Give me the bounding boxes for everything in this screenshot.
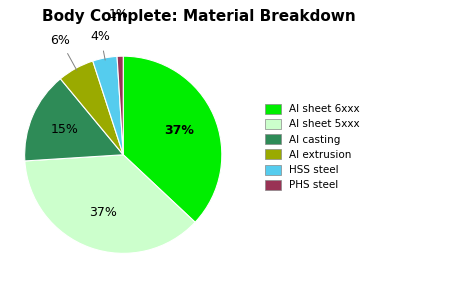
Text: 1%: 1% <box>109 8 129 21</box>
Text: 4%: 4% <box>91 30 110 43</box>
Wedge shape <box>25 155 195 253</box>
Text: 15%: 15% <box>51 123 78 136</box>
Wedge shape <box>60 61 123 155</box>
Text: 37%: 37% <box>89 206 117 219</box>
Legend: Al sheet 6xxx, Al sheet 5xxx, Al casting, Al extrusion, HSS steel, PHS steel: Al sheet 6xxx, Al sheet 5xxx, Al casting… <box>263 102 362 192</box>
Wedge shape <box>117 56 123 155</box>
Wedge shape <box>93 56 123 155</box>
Text: 6%: 6% <box>51 34 71 47</box>
Wedge shape <box>123 56 222 222</box>
Wedge shape <box>25 79 123 161</box>
Text: Body Complete: Material Breakdown: Body Complete: Material Breakdown <box>42 9 356 24</box>
Text: 37%: 37% <box>164 124 194 137</box>
